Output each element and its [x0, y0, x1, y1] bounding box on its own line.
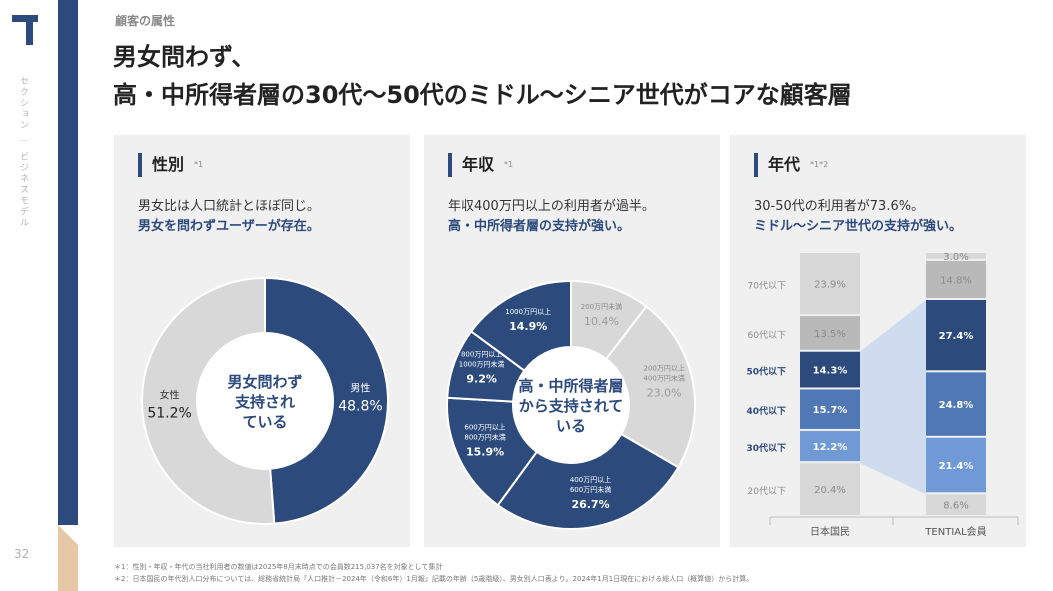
eyebrow-label: 顧客の属性 — [115, 14, 176, 28]
bar-segment — [800, 430, 860, 462]
bar-value-label: 21.4% — [939, 461, 974, 472]
age-panel: 年代 *1*2 30-50代の利用者が73.6%。 ミドル〜シニア世代の支持が強い… — [730, 135, 1026, 547]
income-heading: 年収 *1 — [448, 153, 513, 177]
slice-value: 23.0% — [647, 386, 682, 399]
bar-value-label: 13.5% — [814, 329, 846, 340]
slice-label: 800万円以上 — [461, 350, 502, 359]
bar-value-label: 24.8% — [939, 400, 974, 411]
brand-logo — [12, 15, 38, 45]
age-group-label: 50代以下 — [746, 366, 786, 378]
highlight-connector — [860, 299, 926, 495]
gender-note: *1 — [194, 160, 204, 169]
slice-label: 200万円以上 — [643, 363, 684, 372]
gender-center-label: 男女問わず — [227, 373, 302, 391]
age-highlight: ミドル〜シニア世代の支持が強い。 — [754, 219, 963, 234]
bar-value-label: 15.7% — [813, 405, 848, 416]
age-group-label: 40代以下 — [746, 405, 786, 417]
gender-title: 性別 — [152, 155, 185, 174]
income-highlight: 高・中所得者層の支持が強い。 — [448, 219, 631, 234]
bar-segment — [800, 463, 860, 515]
footnote-1: ＊1：性別・年収・年代の当社利用者の数値は2025年8月末時点での会員数215,… — [114, 563, 443, 571]
bar-value-label: 14.3% — [813, 366, 848, 377]
bar-value-label: 12.2% — [813, 442, 848, 453]
gender-summary: 男女比は人口統計とほぼ同じ。 — [138, 199, 321, 214]
bar-segment — [800, 253, 860, 315]
income-note: *1 — [504, 160, 514, 169]
bar-segment — [926, 260, 986, 298]
slice-label: 1000万円未満 — [459, 360, 505, 369]
title-line-1: 男女問わず、 — [113, 43, 256, 71]
income-center-label: から支持されて — [519, 397, 624, 415]
slice-gender-0 — [264, 276, 390, 525]
income-panel: 年収 *1 年収400万円以上の利用者が過半。 高・中所得者層の支持が強い。 20… — [424, 135, 720, 547]
category-label: 日本国民 — [810, 525, 850, 538]
bar-segment — [800, 351, 860, 388]
bar-segment — [800, 316, 860, 350]
slice-label: 800万円未満 — [464, 433, 505, 442]
age-heading: 年代 *1*2 — [754, 153, 828, 177]
gender-center-hole — [197, 333, 333, 469]
gender-panel: 性別 *1 男女比は人口統計とほぼ同じ。 男女を問わずユーザーが存在。 男性 48.… — [114, 135, 410, 547]
title-line-2: 高・中所得者層の30代〜50代のミドル〜シニア世代がコアな顧客層 — [113, 81, 852, 109]
bar-segment — [926, 494, 986, 515]
page-number: 32 — [14, 547, 30, 561]
bar-value-label: 14.8% — [940, 275, 972, 286]
slice-label: 400万円未満 — [643, 373, 684, 382]
bar-segment — [926, 372, 986, 436]
slice-value: 9.2% — [466, 373, 497, 386]
slice-label: 400万円以上 — [570, 475, 611, 484]
age-group-label: 70代以下 — [748, 281, 786, 292]
slice-value: 51.2% — [147, 406, 191, 422]
rail-blue-band — [58, 0, 78, 525]
income-center-hole — [513, 347, 629, 463]
income-title: 年収 — [462, 155, 495, 174]
age-group-label: 30代以下 — [746, 442, 786, 454]
age-group-label: 20代以下 — [748, 486, 786, 497]
bar-segment — [800, 389, 860, 429]
slice-label: 男性 — [350, 381, 370, 394]
slice-label: 1000万円以上 — [505, 307, 551, 316]
left-rail: セクション ｜ ビジネスモデル 32 — [0, 0, 78, 591]
bar-value-label: 3.0% — [943, 252, 968, 263]
bar-value-label: 8.6% — [943, 501, 968, 512]
slice-value: 10.4% — [584, 315, 619, 328]
bar-segment — [926, 437, 986, 493]
slice-label: 女性 — [160, 389, 180, 402]
income-summary: 年収400万円以上の利用者が過半。 — [448, 199, 655, 214]
age-title: 年代 — [768, 155, 801, 174]
slice-label: 600万円未満 — [570, 485, 611, 494]
gender-highlight: 男女を問わずユーザーが存在。 — [138, 219, 320, 234]
age-summary: 30-50代の利用者が73.6%。 — [754, 199, 925, 214]
category-label: TENTIAL会員 — [924, 525, 986, 538]
gender-heading: 性別 *1 — [138, 153, 203, 177]
rail-tan-cut — [58, 525, 78, 545]
bar-value-label: 27.4% — [939, 331, 974, 342]
age-stacked-bar-chart: 20.4% 12.2% 15.7% 14.3% 13.5% 23.9% 8.6% 21.4% 2… — [746, 252, 1019, 538]
section-label: セクション ｜ ビジネスモデル — [18, 76, 28, 229]
income-center-label: いる — [556, 417, 586, 435]
bar-segment — [926, 299, 986, 371]
slice-value: 48.8% — [338, 398, 382, 414]
page-title: 男女問わず、 高・中所得者層の30代〜50代のミドル〜シニア世代がコアな顧客層 — [113, 38, 852, 114]
income-center-label: 高・中所得者層 — [518, 377, 623, 395]
gender-center-label: 支持され — [234, 393, 295, 411]
slice-label: 200万円未満 — [581, 302, 622, 311]
gender-center-label: ている — [242, 413, 287, 431]
footnote-2: ＊2：日本国民の年代別人口分布については、総務省統計局『人口推計－2024年（令… — [114, 575, 754, 583]
age-group-label: 60代以下 — [748, 330, 786, 341]
slice-value: 15.9% — [466, 446, 504, 459]
slice-value: 14.9% — [509, 320, 547, 333]
bar-segment — [926, 253, 986, 259]
age-note: *1*2 — [810, 160, 829, 169]
income-donut-chart: 200万円未満10.4%200万円以上400万円未満23.0%400万円以上60… — [446, 279, 696, 530]
bar-value-label: 20.4% — [814, 485, 846, 496]
bar-value-label: 23.9% — [814, 280, 846, 291]
slice-label: 600万円以上 — [464, 423, 505, 432]
slice-value: 26.7% — [571, 498, 609, 511]
